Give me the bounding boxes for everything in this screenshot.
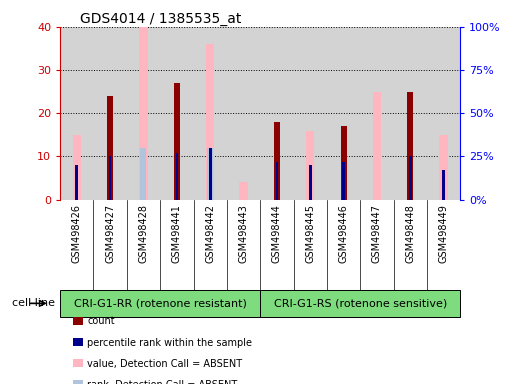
Text: GSM498428: GSM498428 (139, 204, 149, 263)
Bar (407, 92, 413, 200)
Text: CRI-G1-RS (rotenone sensitive): CRI-G1-RS (rotenone sensitive) (274, 298, 447, 308)
Bar (409, 157, 412, 200)
Text: GSM498448: GSM498448 (405, 204, 415, 263)
Bar (107, 96, 113, 200)
Text: GSM498447: GSM498447 (372, 204, 382, 263)
Text: CRI-G1-RR (rotenone resistant): CRI-G1-RR (rotenone resistant) (74, 298, 247, 308)
Text: rank, Detection Call = ABSENT: rank, Detection Call = ABSENT (87, 380, 237, 384)
Bar (174, 83, 180, 200)
Bar (260, 290, 460, 317)
Bar (73, 135, 81, 200)
Text: GSM498442: GSM498442 (205, 204, 215, 263)
Text: GSM498426: GSM498426 (72, 204, 82, 263)
Bar (75, 165, 78, 200)
Bar (207, 148, 213, 200)
Bar (306, 131, 314, 200)
Bar (309, 165, 312, 200)
Text: value, Detection Call = ABSENT: value, Detection Call = ABSENT (87, 359, 243, 369)
Text: GSM498449: GSM498449 (439, 204, 449, 263)
Text: GSM498443: GSM498443 (238, 204, 248, 263)
Bar (442, 170, 445, 200)
Bar (60, 290, 260, 317)
Bar (109, 157, 111, 200)
Bar (274, 122, 280, 200)
Text: GSM498441: GSM498441 (172, 204, 182, 263)
Text: GDS4014 / 1385535_at: GDS4014 / 1385535_at (80, 12, 242, 26)
Bar (107, 144, 113, 200)
Bar (373, 92, 381, 200)
Bar (209, 148, 211, 200)
Text: GSM498445: GSM498445 (305, 204, 315, 263)
Text: GSM498427: GSM498427 (105, 204, 115, 263)
Bar (439, 135, 448, 200)
Bar (139, 27, 147, 200)
Text: percentile rank within the sample: percentile rank within the sample (87, 338, 252, 348)
Bar (206, 44, 214, 200)
Bar (340, 126, 347, 200)
Bar (240, 182, 248, 200)
Bar (176, 153, 178, 200)
Text: GSM498444: GSM498444 (272, 204, 282, 263)
Bar (342, 162, 345, 200)
Bar (276, 162, 278, 200)
Text: count: count (87, 316, 115, 326)
Bar (141, 148, 146, 200)
Text: GSM498446: GSM498446 (338, 204, 348, 263)
Text: cell line: cell line (12, 298, 55, 308)
